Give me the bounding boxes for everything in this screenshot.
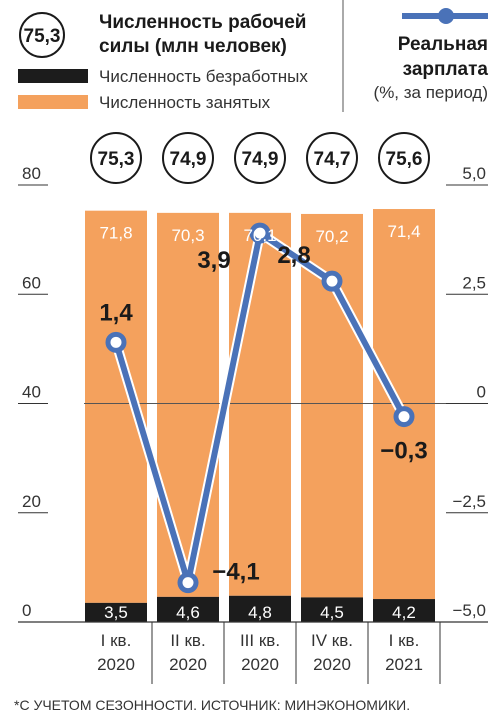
total-circle [378,132,430,184]
legend-total-value: 75,3 [24,26,61,47]
legend-employed: Численность занятых [18,93,271,112]
label-unemployed: 4,5 [320,603,344,622]
total-label: 75,3 [98,149,135,170]
legend-total-label-line1: Численность рабочей [99,12,306,33]
category-label-line2: 2020 [169,655,207,674]
wage-point [321,270,343,292]
total-circle [306,132,358,184]
bar-employed [373,209,435,600]
right-tick-label: −5,0 [452,601,486,620]
total-circle [162,132,214,184]
left-tick-label: 40 [22,383,41,402]
left-tick-label: 0 [22,601,31,620]
axes: 0 20 40 60 80 −5,0 −2,5 0 2,5 5,0 I кв. 2020 II кв. 2… [18,164,488,684]
label-employed: 70,1 [243,226,276,245]
data-labels: 3,5 71,8 75,3 4,6 70,3 74,9 4,8 70,1 74,9 4,5 70,2… [90,132,430,622]
bar-employed [229,212,291,596]
wage-point [105,331,127,353]
wage-label: 1,4 [99,299,133,326]
bar-unemployed [85,602,147,622]
category-label-line1: IV кв. [311,631,353,650]
bar-unemployed [373,599,435,622]
wage-line [105,222,415,594]
right-tick-label: 2,5 [462,273,486,292]
legend-wage-dot [438,8,454,24]
category-label-line2: 2021 [385,655,423,674]
wage-label: 3,9 [197,247,230,274]
left-tick-label: 80 [22,164,41,183]
right-tick-label: −2,5 [452,492,486,511]
bar-unemployed [157,596,219,622]
wage-point [177,572,199,594]
category-label-line1: II кв. [170,631,205,650]
bar-unemployed [301,597,363,622]
legend-wage-label-line1: Реальная [398,34,488,55]
wage-label: −4,1 [212,559,259,586]
legend-unemployed: Численность безработных [18,67,308,86]
wage-point [249,222,271,244]
legend-unemployed-swatch [18,69,88,83]
category-label-line2: 2020 [313,655,351,674]
total-label: 74,9 [242,149,279,170]
total-circle [90,132,142,184]
footnote: *С УЧЕТОМ СЕЗОННОСТИ. ИСТОЧНИК: МИНЭКОНО… [14,697,410,713]
category-label-line1: III кв. [240,631,280,650]
legend-total: 75,3 Численность рабочей силы (млн челов… [19,12,306,58]
legend-wage: Реальная зарплата (%, за период) [374,8,489,102]
category-label-line2: 2020 [97,655,135,674]
label-unemployed: 4,6 [176,603,200,622]
category-label-line1: I кв. [389,631,420,650]
legend-employed-label: Численность занятых [99,93,271,112]
total-label: 75,6 [386,149,423,170]
legend-total-circle [19,12,65,58]
label-employed: 71,4 [387,222,420,241]
total-circle [234,132,286,184]
label-employed: 71,8 [99,224,132,243]
total-label: 74,9 [170,149,207,170]
wage-label: −0,3 [380,438,427,465]
label-employed: 70,2 [315,227,348,246]
category-label-line1: I кв. [101,631,132,650]
left-tick-label: 20 [22,492,41,511]
label-unemployed: 4,8 [248,603,272,622]
wage-label: 2,8 [277,242,310,269]
label-unemployed: 3,5 [104,603,128,622]
right-tick-label: 0 [477,383,486,402]
bar-employed [157,212,219,597]
category-label-line2: 2020 [241,655,279,674]
label-unemployed: 4,2 [392,603,416,622]
legend-unemployed-label: Численность безработных [99,67,308,86]
total-label: 74,7 [314,149,351,170]
wage-point [393,406,415,428]
legend-total-label-line2: силы (млн человек) [99,36,287,57]
right-tick-label: 5,0 [462,164,486,183]
legend-wage-label-line2: зарплата [403,59,489,80]
bar-unemployed [229,595,291,622]
legend-employed-swatch [18,95,88,109]
legend-wage-label-line3: (%, за период) [374,83,488,102]
left-tick-label: 60 [22,273,41,292]
label-employed: 70,3 [171,226,204,245]
